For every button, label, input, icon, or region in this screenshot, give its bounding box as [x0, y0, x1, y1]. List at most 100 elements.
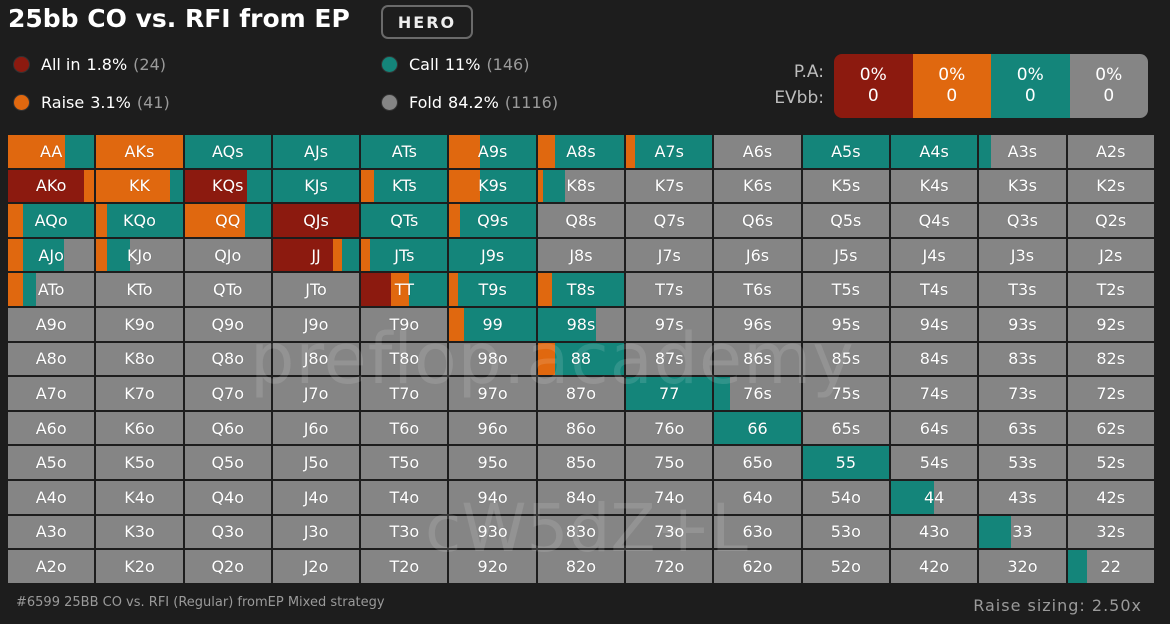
- hand-cell-85s[interactable]: 85s: [802, 342, 889, 376]
- hand-cell-98o[interactable]: 98o: [449, 342, 536, 376]
- hand-cell-54s[interactable]: 54s: [890, 446, 978, 479]
- hand-cell-64s[interactable]: 64s: [890, 411, 978, 445]
- hand-cell-K4s[interactable]: K4s: [890, 169, 978, 203]
- hand-cell-T6s[interactable]: T6s: [714, 273, 801, 306]
- hand-cell-J5s[interactable]: J5s: [802, 238, 889, 272]
- hand-cell-K8o[interactable]: K8o: [96, 342, 183, 376]
- hand-cell-83o[interactable]: 83o: [537, 515, 625, 549]
- hand-cell-K4o[interactable]: K4o: [96, 480, 183, 514]
- hand-cell-J6o[interactable]: J6o: [272, 411, 360, 445]
- hand-cell-J9o[interactable]: J9o: [272, 307, 360, 341]
- hand-cell-A4o[interactable]: A4o: [8, 480, 95, 514]
- hand-cell-J3s[interactable]: J3s: [979, 238, 1066, 272]
- hand-cell-82o[interactable]: 82o: [537, 550, 625, 583]
- hand-cell-72s[interactable]: 72s: [1067, 377, 1154, 410]
- hand-cell-AKo[interactable]: AKo: [8, 169, 95, 203]
- hand-cell-K3s[interactable]: K3s: [979, 169, 1066, 203]
- hand-cell-J8s[interactable]: J8s: [537, 238, 625, 272]
- hand-cell-JJ[interactable]: JJ: [272, 238, 360, 272]
- hand-cell-99[interactable]: 99: [449, 307, 536, 341]
- hand-cell-Q3s[interactable]: Q3s: [979, 204, 1066, 237]
- hand-cell-J2o[interactable]: J2o: [272, 550, 360, 583]
- hand-cell-T3s[interactable]: T3s: [979, 273, 1066, 306]
- hand-cell-K7o[interactable]: K7o: [96, 377, 183, 410]
- hand-cell-K5o[interactable]: K5o: [96, 446, 183, 479]
- hand-cell-43s[interactable]: 43s: [979, 480, 1066, 514]
- hand-cell-KQs[interactable]: KQs: [184, 169, 271, 203]
- hand-cell-QQ[interactable]: QQ: [184, 204, 271, 237]
- hand-cell-65o[interactable]: 65o: [714, 446, 801, 479]
- hand-cell-QTo[interactable]: QTo: [184, 273, 271, 306]
- hand-cell-62o[interactable]: 62o: [714, 550, 801, 583]
- hand-cell-J3o[interactable]: J3o: [272, 515, 360, 549]
- hand-cell-J8o[interactable]: J8o: [272, 342, 360, 376]
- hand-cell-QJs[interactable]: QJs: [272, 204, 360, 237]
- hand-cell-44[interactable]: 44: [890, 480, 978, 514]
- hand-cell-66[interactable]: 66: [714, 411, 801, 445]
- hand-cell-A8o[interactable]: A8o: [8, 342, 95, 376]
- hand-cell-63s[interactable]: 63s: [979, 411, 1066, 445]
- hand-cell-J2s[interactable]: J2s: [1067, 238, 1154, 272]
- hand-cell-T2s[interactable]: T2s: [1067, 273, 1154, 306]
- hand-cell-92o[interactable]: 92o: [449, 550, 536, 583]
- hand-cell-J7s[interactable]: J7s: [626, 238, 713, 272]
- hand-cell-32s[interactable]: 32s: [1067, 515, 1154, 549]
- hand-cell-52s[interactable]: 52s: [1067, 446, 1154, 479]
- hand-cell-T5s[interactable]: T5s: [802, 273, 889, 306]
- hand-cell-74o[interactable]: 74o: [626, 480, 713, 514]
- hand-cell-KTs[interactable]: KTs: [361, 169, 448, 203]
- hand-cell-A9o[interactable]: A9o: [8, 307, 95, 341]
- hand-cell-T2o[interactable]: T2o: [361, 550, 448, 583]
- hand-cell-Q4o[interactable]: Q4o: [184, 480, 271, 514]
- hand-cell-A2o[interactable]: A2o: [8, 550, 95, 583]
- hand-cell-JTo[interactable]: JTo: [272, 273, 360, 306]
- hand-cell-JTs[interactable]: JTs: [361, 238, 448, 272]
- hand-cell-96o[interactable]: 96o: [449, 411, 536, 445]
- hand-cell-75s[interactable]: 75s: [802, 377, 889, 410]
- hand-cell-J5o[interactable]: J5o: [272, 446, 360, 479]
- hand-cell-J6s[interactable]: J6s: [714, 238, 801, 272]
- hand-cell-88[interactable]: 88: [537, 342, 625, 376]
- hand-cell-T7s[interactable]: T7s: [626, 273, 713, 306]
- hand-cell-J4o[interactable]: J4o: [272, 480, 360, 514]
- hand-cell-87o[interactable]: 87o: [537, 377, 625, 410]
- hand-cell-98s[interactable]: 98s: [537, 307, 625, 341]
- hand-cell-73s[interactable]: 73s: [979, 377, 1066, 410]
- hand-cell-AJs[interactable]: AJs: [272, 135, 360, 168]
- hand-cell-A3s[interactable]: A3s: [979, 135, 1066, 168]
- hand-cell-54o[interactable]: 54o: [802, 480, 889, 514]
- hand-cell-Q9s[interactable]: Q9s: [449, 204, 536, 237]
- hand-cell-83s[interactable]: 83s: [979, 342, 1066, 376]
- hand-cell-T4o[interactable]: T4o: [361, 480, 448, 514]
- hand-cell-Q8o[interactable]: Q8o: [184, 342, 271, 376]
- hand-cell-A9s[interactable]: A9s: [449, 135, 536, 168]
- hand-cell-AQo[interactable]: AQo: [8, 204, 95, 237]
- hand-cell-85o[interactable]: 85o: [537, 446, 625, 479]
- hand-cell-55[interactable]: 55: [802, 446, 889, 479]
- hand-cell-93s[interactable]: 93s: [979, 307, 1066, 341]
- hand-cell-KJs[interactable]: KJs: [272, 169, 360, 203]
- hand-cell-TT[interactable]: TT: [361, 273, 448, 306]
- hero-badge[interactable]: HERO: [381, 5, 473, 39]
- hand-cell-A7s[interactable]: A7s: [626, 135, 713, 168]
- hand-cell-Q2o[interactable]: Q2o: [184, 550, 271, 583]
- hand-cell-J9s[interactable]: J9s: [449, 238, 536, 272]
- hand-cell-Q7o[interactable]: Q7o: [184, 377, 271, 410]
- hand-cell-A3o[interactable]: A3o: [8, 515, 95, 549]
- hand-cell-J4s[interactable]: J4s: [890, 238, 978, 272]
- hand-cell-53o[interactable]: 53o: [802, 515, 889, 549]
- hand-cell-92s[interactable]: 92s: [1067, 307, 1154, 341]
- hand-cell-Q9o[interactable]: Q9o: [184, 307, 271, 341]
- hand-cell-Q7s[interactable]: Q7s: [626, 204, 713, 237]
- hand-cell-ATo[interactable]: ATo: [8, 273, 95, 306]
- hand-cell-AQs[interactable]: AQs: [184, 135, 271, 168]
- hand-cell-AKs[interactable]: AKs: [96, 135, 183, 168]
- hand-cell-T5o[interactable]: T5o: [361, 446, 448, 479]
- hand-cell-K2o[interactable]: K2o: [96, 550, 183, 583]
- hand-cell-QJo[interactable]: QJo: [184, 238, 271, 272]
- hand-cell-Q2s[interactable]: Q2s: [1067, 204, 1154, 237]
- hand-cell-T9s[interactable]: T9s: [449, 273, 536, 306]
- hand-cell-77[interactable]: 77: [626, 377, 713, 410]
- hand-cell-AA[interactable]: AA: [8, 135, 95, 168]
- hand-cell-ATs[interactable]: ATs: [361, 135, 448, 168]
